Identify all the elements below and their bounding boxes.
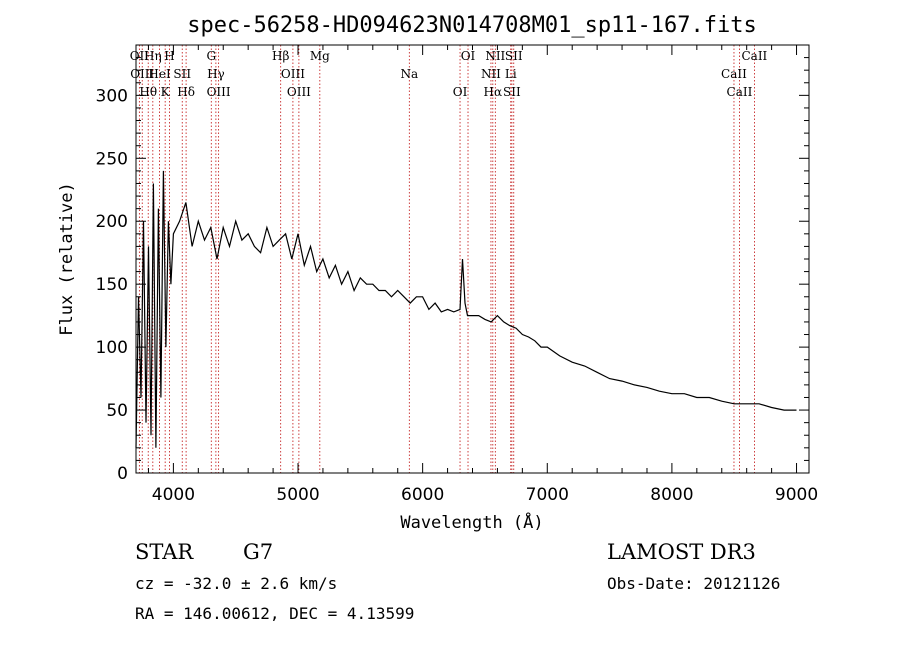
y-tick-label: 0 <box>117 464 128 484</box>
line-marker-label: Hα <box>484 85 503 99</box>
y-tick-label: 250 <box>96 149 128 169</box>
survey-label: LAMOST DR3 <box>607 540 756 564</box>
obs-date: Obs-Date: 20121126 <box>607 574 781 593</box>
line-marker-label: NII <box>481 67 501 81</box>
y-axis-label: Flux (relative) <box>57 182 77 336</box>
line-marker-label: Mg <box>310 49 330 63</box>
x-axis-label: Wavelength (Å) <box>400 511 543 533</box>
line-marker-label: Hγ <box>207 67 225 81</box>
line-marker-label: CaII <box>727 85 753 99</box>
line-marker-label: Hβ <box>272 49 289 63</box>
y-tick-label: 150 <box>96 275 128 295</box>
line-marker-label: HeI <box>148 67 171 81</box>
line-marker-label: H <box>164 49 174 63</box>
line-marker-label: NII <box>485 49 505 63</box>
subclass-label: G7 <box>243 540 274 564</box>
line-marker-label: CaII <box>721 67 747 81</box>
chart-title: spec-56258-HD094623N014708M01_sp11-167.f… <box>187 13 757 38</box>
x-tick-label: 7000 <box>526 485 569 505</box>
y-tick-label: 200 <box>96 212 128 232</box>
line-marker-label: OIII <box>281 67 305 81</box>
line-marker-label: Hδ <box>177 85 195 99</box>
line-marker-labels: OIIOIIIHθHηHeIKHSIIHδGHγOIIIHβOIIIOIIIMg… <box>130 49 768 99</box>
line-marker-label: Hη <box>144 49 162 63</box>
x-tick-label: 5000 <box>276 485 319 505</box>
line-marker-lines <box>138 45 755 473</box>
y-tick-label: 300 <box>96 86 128 106</box>
class-label: STAR <box>135 540 194 564</box>
line-marker-label: Li <box>505 67 517 81</box>
line-marker-label: CaII <box>741 49 767 63</box>
line-marker-label: SII <box>173 67 191 81</box>
line-marker-label: OII <box>130 49 150 63</box>
line-marker-label: OI <box>461 49 476 63</box>
line-marker-label: SII <box>503 85 521 99</box>
x-tick-label: 6000 <box>401 485 444 505</box>
cz-value: cz = -32.0 ± 2.6 km/s <box>135 574 338 593</box>
line-marker-label: SII <box>505 49 523 63</box>
coordinates: RA = 146.00612, DEC = 4.13599 <box>135 604 415 623</box>
x-tick-label: 4000 <box>152 485 195 505</box>
y-tick-label: 100 <box>96 338 128 358</box>
line-marker-label: Hθ <box>139 85 157 99</box>
line-marker-label: Na <box>400 67 418 81</box>
x-tick-label: 8000 <box>650 485 693 505</box>
line-marker-label: G <box>206 49 216 63</box>
line-marker-label: OIII <box>207 85 231 99</box>
flux-series-line <box>135 170 797 448</box>
plot-frame <box>135 44 810 474</box>
x-tick-label: 9000 <box>775 485 818 505</box>
y-tick-label: 50 <box>106 401 128 421</box>
x-axis-ticks: 4000 5000 6000 7000 8000 9000 <box>147 45 818 505</box>
line-marker-label: OIII <box>287 85 311 99</box>
line-marker-label: K <box>161 85 171 99</box>
y-axis-ticks: 0 50 100 150 200 250 300 <box>96 57 809 484</box>
line-marker-label: OI <box>453 85 468 99</box>
